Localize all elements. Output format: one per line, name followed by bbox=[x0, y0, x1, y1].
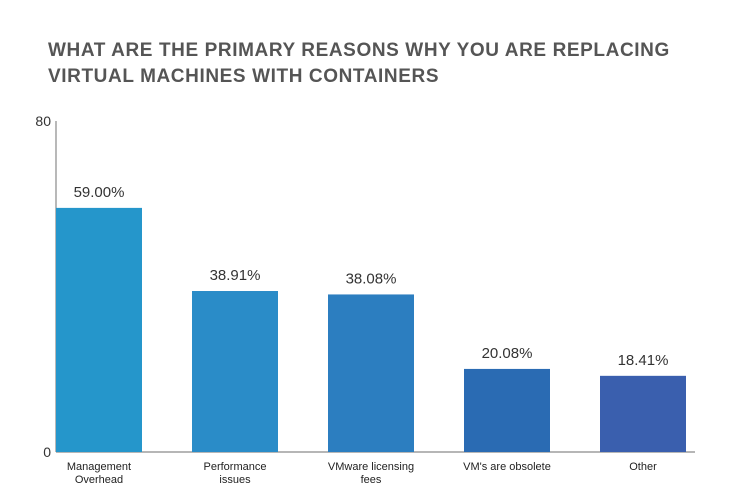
category-label-line: issues bbox=[219, 474, 251, 486]
category-label: Other bbox=[629, 461, 657, 473]
chart-data-labels: 59.00% 38.91% 38.08% 20.08% 18.41% bbox=[74, 184, 669, 369]
bar-value-label: 18.41% bbox=[618, 352, 669, 369]
category-label: Management Overhead bbox=[67, 461, 131, 486]
chart-bars bbox=[56, 207, 686, 452]
bar-value-label: 20.08% bbox=[482, 345, 533, 362]
chart-title-line-1: WHAT ARE THE PRIMARY REASONS WHY YOU ARE… bbox=[48, 40, 670, 61]
chart-category-labels: Management Overhead Performance issues VMwar… bbox=[67, 461, 657, 486]
category-label-line: fees bbox=[361, 474, 382, 486]
bar bbox=[328, 294, 414, 452]
bar-value-label: 38.91% bbox=[210, 267, 261, 284]
category-label-line: Performance bbox=[204, 461, 267, 473]
bar bbox=[56, 207, 142, 452]
bar bbox=[464, 368, 550, 452]
category-label-line: Overhead bbox=[75, 474, 123, 486]
chart-title: WHAT ARE THE PRIMARY REASONS WHY YOU ARE… bbox=[48, 38, 670, 90]
chart-title-line-2: VIRTUAL MACHINES WITH CONTAINERS bbox=[48, 66, 440, 87]
y-tick-label: 0 bbox=[43, 444, 51, 460]
category-label: VM's are obsolete bbox=[463, 461, 551, 473]
bar-value-label: 59.00% bbox=[74, 184, 125, 201]
bar bbox=[600, 375, 686, 452]
bar bbox=[192, 291, 278, 452]
category-label-line: Management bbox=[67, 461, 131, 473]
category-label-line: VM's are obsolete bbox=[463, 461, 551, 473]
bar-value-label: 38.08% bbox=[346, 270, 397, 287]
category-label: Performance issues bbox=[204, 461, 267, 486]
category-label-line: VMware licensing bbox=[328, 461, 414, 473]
y-tick-label: 80 bbox=[35, 113, 51, 129]
category-label-line: Other bbox=[629, 461, 657, 473]
category-label: VMware licensing fees bbox=[328, 461, 414, 486]
